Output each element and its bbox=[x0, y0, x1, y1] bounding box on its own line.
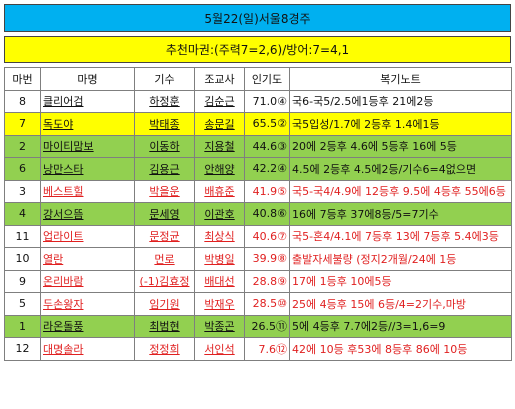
trainer-cell[interactable]: 최상식 bbox=[194, 224, 245, 248]
note-cell[interactable]: 25에 4등후 15에 6등/4=2기수,마방 bbox=[289, 292, 512, 316]
jockey-cell[interactable]: 박을운 bbox=[134, 179, 195, 203]
popularity-cell[interactable]: 65.5② bbox=[244, 112, 290, 136]
popularity-cell[interactable]: 26.5⑪ bbox=[244, 314, 290, 338]
popularity-cell[interactable]: 40.8⑥ bbox=[244, 202, 290, 226]
note-cell[interactable]: 국5-혼4/4.1에 7등후 13에 7등후 5.4에3등 bbox=[289, 224, 512, 248]
number-cell[interactable]: 7 bbox=[4, 112, 41, 136]
popularity-cell[interactable]: 44.6③ bbox=[244, 134, 290, 158]
header-row: 마번 마명 기수 조교사 인기도 복기노트 bbox=[4, 67, 512, 91]
trainer-cell[interactable]: 김순근 bbox=[194, 89, 245, 113]
note-cell[interactable]: 국6-국5/2.5에1등후 21에2등 bbox=[289, 89, 512, 113]
horse-cell[interactable]: 마이티맘보 bbox=[40, 134, 135, 158]
table-row: 1 라온돌풍 최범현 박종곤 26.5⑪ 5에 4등후 7.7에2등//3=1,6=9 bbox=[4, 314, 512, 338]
note-cell[interactable]: 17에 1등후 10에5등 bbox=[289, 269, 512, 293]
trainer-cell[interactable]: 안해양 bbox=[194, 157, 245, 181]
note-cell[interactable]: 국5입성/1.7에 2등후 1.4에1등 bbox=[289, 112, 512, 136]
number-cell[interactable]: 5 bbox=[4, 292, 41, 316]
number-cell[interactable]: 12 bbox=[4, 337, 41, 361]
number-cell[interactable]: 3 bbox=[4, 179, 41, 203]
number-cell[interactable]: 10 bbox=[4, 247, 41, 271]
note-cell[interactable]: 출발자세불량 (정지2개월/24에 1등 bbox=[289, 247, 512, 271]
trainer-cell[interactable]: 지용철 bbox=[194, 134, 245, 158]
popularity-cell[interactable]: 39.9⑧ bbox=[244, 247, 290, 271]
popularity-cell[interactable]: 7.6⑫ bbox=[244, 337, 290, 361]
table-row: 10 열란 먼로 박병일 39.9⑧ 출발자세불량 (정지2개월/24에 1등 bbox=[4, 247, 512, 271]
table-row: 2 마이티맘보 이동하 지용철 44.6③ 20에 2등후 4.6에 5등후 16에 5등 bbox=[4, 134, 512, 158]
trainer-cell[interactable]: 박종곤 bbox=[194, 314, 245, 338]
table-row: 6 낭만스타 김용근 안해양 42.2④ 4.5에 2등후 4.5에2등/기수6=4없으면 bbox=[4, 157, 512, 181]
number-cell[interactable]: 1 bbox=[4, 314, 41, 338]
popularity-cell[interactable]: 40.6⑦ bbox=[244, 224, 290, 248]
trainer-cell[interactable]: 서인석 bbox=[194, 337, 245, 361]
header-horse[interactable]: 마명 bbox=[40, 67, 135, 91]
header-jockey[interactable]: 기수 bbox=[134, 67, 195, 91]
jockey-cell[interactable]: 문세영 bbox=[134, 202, 195, 226]
table-row: 4 강서으뜸 문세영 이관호 40.8⑥ 16에 7등후 37에8등/5=7기수 bbox=[4, 202, 512, 226]
header-number[interactable]: 마번 bbox=[4, 67, 41, 91]
jockey-cell[interactable]: 문정균 bbox=[134, 224, 195, 248]
horse-cell[interactable]: 낭만스타 bbox=[40, 157, 135, 181]
note-cell[interactable]: 4.5에 2등후 4.5에2등/기수6=4없으면 bbox=[289, 157, 512, 181]
recommendation-bar[interactable]: 추천마권:(주력7=2,6)/방어:7=4,1 bbox=[4, 36, 511, 63]
horse-cell[interactable]: 클리어검 bbox=[40, 89, 135, 113]
table-row: 3 베스트힐 박을운 배휴준 41.9⑤ 국5-국4/4.9에 12등후 9.5에 4등후… bbox=[4, 179, 512, 203]
horse-cell[interactable]: 베스트힐 bbox=[40, 179, 135, 203]
table-row: 12 대명솔라 정정희 서인석 7.6⑫ 42에 10등 후53에 8등후 86에 10등 bbox=[4, 337, 512, 361]
note-cell[interactable]: 국5-국4/4.9에 12등후 9.5에 4등후 55에6등 bbox=[289, 179, 512, 203]
jockey-cell[interactable]: (-1)김효정 bbox=[134, 269, 195, 293]
table-row: 7 독도야 박태종 송문길 65.5② 국5입성/1.7에 2등후 1.4에1등 bbox=[4, 112, 512, 136]
popularity-cell[interactable]: 41.9⑤ bbox=[244, 179, 290, 203]
table-row: 5 두손왕자 임기원 박재우 28.5⑩ 25에 4등후 15에 6등/4=2기수,마방 bbox=[4, 292, 512, 316]
trainer-cell[interactable]: 배휴준 bbox=[194, 179, 245, 203]
note-cell[interactable]: 42에 10등 후53에 8등후 86에 10등 bbox=[289, 337, 512, 361]
jockey-cell[interactable]: 먼로 bbox=[134, 247, 195, 271]
trainer-cell[interactable]: 송문길 bbox=[194, 112, 245, 136]
number-cell[interactable]: 6 bbox=[4, 157, 41, 181]
number-cell[interactable]: 8 bbox=[4, 89, 41, 113]
note-cell[interactable]: 20에 2등후 4.6에 5등후 16에 5등 bbox=[289, 134, 512, 158]
jockey-cell[interactable]: 최범현 bbox=[134, 314, 195, 338]
horse-cell[interactable]: 열란 bbox=[40, 247, 135, 271]
jockey-cell[interactable]: 하정훈 bbox=[134, 89, 195, 113]
race-title[interactable]: 5월22(일)서울8경주 bbox=[4, 4, 511, 32]
table-row: 11 업라이트 문정균 최상식 40.6⑦ 국5-혼4/4.1에 7등후 13에 7등후 … bbox=[4, 224, 512, 248]
race-table: 마번 마명 기수 조교사 인기도 복기노트 8 클리어검 하정훈 김순근 71.0④ 국6… bbox=[4, 67, 512, 361]
number-cell[interactable]: 2 bbox=[4, 134, 41, 158]
horse-cell[interactable]: 두손왕자 bbox=[40, 292, 135, 316]
number-cell[interactable]: 9 bbox=[4, 269, 41, 293]
popularity-cell[interactable]: 42.2④ bbox=[244, 157, 290, 181]
trainer-cell[interactable]: 박재우 bbox=[194, 292, 245, 316]
jockey-cell[interactable]: 박태종 bbox=[134, 112, 195, 136]
horse-cell[interactable]: 업라이트 bbox=[40, 224, 135, 248]
horse-cell[interactable]: 독도야 bbox=[40, 112, 135, 136]
trainer-cell[interactable]: 박병일 bbox=[194, 247, 245, 271]
popularity-cell[interactable]: 28.8⑨ bbox=[244, 269, 290, 293]
header-note[interactable]: 복기노트 bbox=[289, 67, 512, 91]
horse-cell[interactable]: 온리바람 bbox=[40, 269, 135, 293]
horse-cell[interactable]: 강서으뜸 bbox=[40, 202, 135, 226]
trainer-cell[interactable]: 이관호 bbox=[194, 202, 245, 226]
horse-cell[interactable]: 라온돌풍 bbox=[40, 314, 135, 338]
note-cell[interactable]: 5에 4등후 7.7에2등//3=1,6=9 bbox=[289, 314, 512, 338]
jockey-cell[interactable]: 김용근 bbox=[134, 157, 195, 181]
table-row: 9 온리바람 (-1)김효정 배대선 28.8⑨ 17에 1등후 10에5등 bbox=[4, 269, 512, 293]
table-row: 8 클리어검 하정훈 김순근 71.0④ 국6-국5/2.5에1등후 21에2등 bbox=[4, 89, 512, 113]
popularity-cell[interactable]: 71.0④ bbox=[244, 89, 290, 113]
race-sheet: 5월22(일)서울8경주 추천마권:(주력7=2,6)/방어:7=4,1 마번 … bbox=[4, 4, 512, 404]
trainer-cell[interactable]: 배대선 bbox=[194, 269, 245, 293]
jockey-cell[interactable]: 이동하 bbox=[134, 134, 195, 158]
header-trainer[interactable]: 조교사 bbox=[194, 67, 245, 91]
number-cell[interactable]: 11 bbox=[4, 224, 41, 248]
number-cell[interactable]: 4 bbox=[4, 202, 41, 226]
popularity-cell[interactable]: 28.5⑩ bbox=[244, 292, 290, 316]
note-cell[interactable]: 16에 7등후 37에8등/5=7기수 bbox=[289, 202, 512, 226]
header-popularity[interactable]: 인기도 bbox=[244, 67, 290, 91]
jockey-cell[interactable]: 정정희 bbox=[134, 337, 195, 361]
horse-cell[interactable]: 대명솔라 bbox=[40, 337, 135, 361]
jockey-cell[interactable]: 임기원 bbox=[134, 292, 195, 316]
